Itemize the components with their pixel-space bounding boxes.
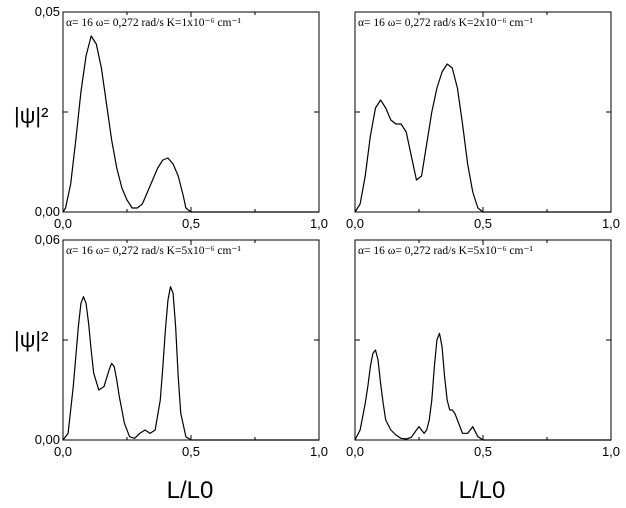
- x-tick-label: 0,0: [54, 216, 72, 231]
- plot-frame: [354, 239, 612, 441]
- x-tick-label: 1,0: [602, 216, 620, 231]
- x-tick-label: 0,5: [182, 444, 200, 459]
- x-axis-label-right: L/L0: [459, 477, 506, 504]
- x-tick-label: 0,0: [346, 444, 364, 459]
- x-tick-label: 1,0: [602, 444, 620, 459]
- chart-panel-1: 0,0 0,5 1,0 0,00 0,05 α= 16 ω= 0,272 rad/s K=…: [35, 4, 328, 231]
- chart-panel-4: 0,0 0,5 1,0 α= 16 ω= 0,272 rad/s K=5x10⁻⁶ c…: [346, 239, 620, 459]
- panel-annotation: α= 16 ω= 0,272 rad/s K=2x10⁻⁶ cm⁻¹: [358, 17, 534, 29]
- series-line: [354, 63, 612, 213]
- x-tick-label: 0,5: [474, 216, 492, 231]
- panel-annotation: α= 16 ω= 0,272 rad/s K=1x10⁻⁶ cm⁻¹: [66, 17, 242, 29]
- x-tick-label: 0,0: [54, 444, 72, 459]
- chart-panel-3: 0,0 0,5 1,0 0,00 0,06 α= 16 ω= 0,272 rad/s K=…: [35, 232, 328, 459]
- plot-frame: [354, 11, 612, 213]
- y-tick-label: 0,06: [35, 232, 60, 247]
- x-axis-label-left: L/L0: [167, 477, 214, 504]
- x-tick-label: 1,0: [310, 444, 328, 459]
- chart-panels: 0,0 0,5 1,0 0,00 0,05 α= 16 ω= 0,272 rad/s K=…: [35, 4, 620, 459]
- plot-frame: [62, 11, 320, 213]
- x-tick-label: 0,5: [182, 216, 200, 231]
- y-axis-label-bottom: |ψ|²: [14, 327, 48, 352]
- series-line: [354, 332, 612, 441]
- series-line: [62, 35, 320, 213]
- y-tick-label: 0,00: [35, 204, 60, 219]
- panel-annotation: α= 16 ω= 0,272 rad/s K=5x10⁻⁶ cm⁻¹: [66, 245, 242, 257]
- x-tick-label: 0,5: [474, 444, 492, 459]
- chart-panel-2: 0,0 0,5 1,0 α= 16 ω= 0,272 rad/s K=2x10⁻⁶ c…: [346, 11, 620, 231]
- plot-frame: [62, 239, 320, 441]
- y-tick-label: 0,00: [35, 432, 60, 447]
- series-line: [62, 286, 320, 441]
- y-axis-label-top: |ψ|²: [14, 103, 48, 128]
- x-tick-label: 0,0: [346, 216, 364, 231]
- panel-annotation: α= 16 ω= 0,272 rad/s K=5x10⁻⁶ cm⁻¹: [358, 245, 534, 257]
- x-tick-label: 1,0: [310, 216, 328, 231]
- y-tick-label: 0,05: [35, 4, 60, 19]
